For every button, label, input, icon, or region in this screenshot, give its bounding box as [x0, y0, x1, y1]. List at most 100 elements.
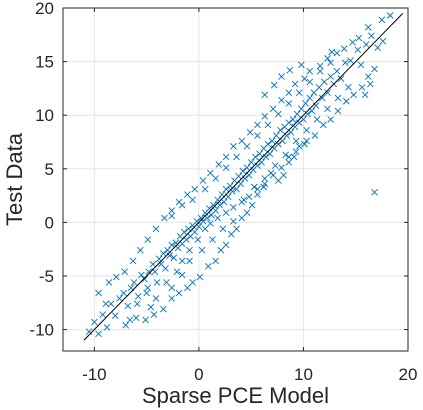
data-point	[341, 59, 349, 66]
data-point	[209, 236, 216, 243]
data-point	[173, 268, 181, 275]
data-point	[134, 293, 142, 300]
data-point	[327, 73, 334, 80]
data-point	[374, 44, 382, 51]
data-point	[261, 112, 269, 120]
data-point	[298, 105, 305, 113]
x-tick-label: 0	[194, 365, 203, 384]
data-point	[285, 153, 293, 161]
data-point	[219, 225, 227, 233]
data-point	[222, 153, 230, 161]
data-point	[246, 129, 254, 136]
data-point	[337, 75, 345, 83]
data-point	[95, 289, 102, 297]
data-point	[333, 67, 341, 75]
data-point	[254, 162, 261, 169]
data-point	[207, 169, 214, 177]
data-point	[316, 62, 324, 70]
data-point	[262, 153, 270, 161]
data-point	[298, 61, 305, 69]
data-point	[285, 89, 293, 96]
data-point	[184, 191, 191, 198]
data-point	[214, 214, 222, 222]
data-point	[301, 140, 308, 148]
data-point	[212, 175, 219, 182]
data-point	[247, 159, 255, 166]
data-point	[168, 207, 176, 214]
data-point	[201, 225, 209, 233]
data-point	[105, 279, 113, 286]
data-point	[238, 137, 246, 145]
data-point	[161, 214, 168, 222]
data-point	[306, 78, 314, 86]
data-point	[142, 316, 149, 324]
data-point	[334, 94, 342, 102]
data-point	[256, 150, 263, 158]
data-point	[292, 148, 300, 155]
y-tick-label: 20	[35, 0, 54, 18]
data-point	[229, 187, 236, 195]
data-point	[172, 239, 180, 247]
data-point	[277, 126, 284, 134]
data-point	[303, 126, 310, 134]
data-point	[269, 171, 277, 179]
data-point	[168, 241, 176, 249]
data-point	[304, 110, 311, 118]
data-point	[168, 295, 176, 302]
data-point	[162, 265, 169, 272]
data-point	[327, 116, 334, 123]
data-point	[278, 73, 285, 80]
data-point	[261, 175, 269, 182]
data-point	[95, 330, 102, 338]
data-point	[270, 81, 278, 89]
data-point	[227, 230, 235, 238]
data-point	[152, 225, 160, 233]
data-point	[102, 300, 110, 308]
data-point	[138, 271, 145, 279]
data-point	[243, 164, 251, 172]
data-point	[364, 73, 372, 80]
data-point	[327, 59, 334, 66]
data-point	[310, 89, 318, 96]
data-point	[364, 23, 372, 31]
data-point	[295, 89, 303, 96]
data-point	[191, 185, 199, 193]
data-point	[180, 228, 188, 236]
data-point	[254, 132, 261, 139]
data-point	[275, 140, 282, 148]
data-point	[371, 189, 378, 196]
data-point	[261, 91, 269, 99]
data-point	[328, 48, 336, 56]
data-point	[191, 228, 199, 236]
data-point	[233, 225, 240, 233]
x-tick-label: -10	[82, 365, 107, 384]
data-point	[371, 65, 378, 73]
data-point	[286, 66, 294, 74]
data-point	[264, 140, 272, 148]
y-tick-label: 0	[45, 213, 54, 232]
data-point	[280, 171, 287, 179]
data-point	[217, 246, 225, 254]
data-point	[254, 185, 261, 193]
data-point	[153, 279, 161, 286]
data-point	[222, 185, 230, 193]
data-point	[186, 246, 193, 254]
data-point	[241, 175, 249, 182]
data-point	[285, 159, 293, 166]
data-point	[295, 119, 303, 127]
data-point	[239, 167, 247, 175]
data-point	[112, 273, 120, 281]
data-point	[321, 78, 328, 86]
data-point	[311, 132, 319, 139]
data-point	[103, 324, 111, 331]
data-point	[201, 185, 209, 193]
data-point	[166, 252, 173, 259]
data-point	[333, 49, 341, 57]
data-point	[178, 271, 186, 279]
data-point	[199, 177, 207, 184]
data-points	[85, 12, 394, 338]
data-point	[222, 241, 230, 249]
data-point	[85, 328, 93, 336]
data-point	[278, 96, 285, 104]
data-point	[275, 177, 282, 184]
